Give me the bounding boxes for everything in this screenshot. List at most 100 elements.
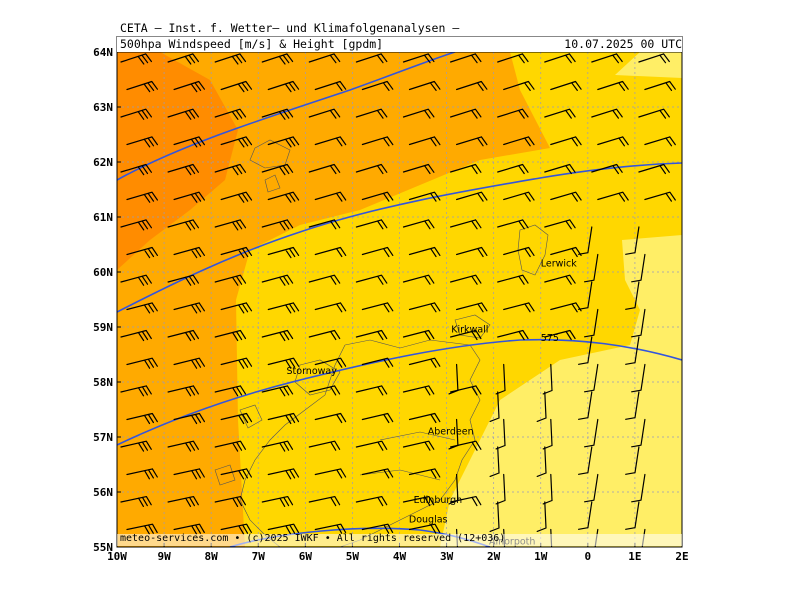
wind-barb: [173, 80, 205, 93]
city-label: Aberdeen: [428, 426, 474, 437]
wind-barb: [361, 302, 394, 313]
wind-barb: [355, 53, 388, 64]
wind-barb: [126, 468, 158, 480]
wind-barb: [584, 253, 599, 283]
wind-barb: [597, 80, 629, 91]
wind-barb: [584, 473, 599, 503]
lon-label: 3W: [440, 550, 454, 563]
wind-barb: [597, 191, 629, 202]
wind-barb: [314, 523, 347, 534]
wind-barb: [497, 219, 529, 230]
wind-barb: [308, 163, 341, 175]
wind-barb: [308, 108, 341, 119]
institute-title: CETA — Inst. f. Wetter— und Klimafolgena…: [120, 21, 460, 35]
wind-barb: [308, 219, 341, 230]
wind-barb: [450, 496, 482, 507]
wind-barbs: [120, 53, 676, 547]
wind-barb: [355, 496, 388, 507]
lon-label: 2E: [675, 550, 688, 563]
wind-barb: [261, 329, 294, 342]
city-label: Douglas: [409, 514, 448, 525]
wind-barb: [126, 357, 158, 369]
wind-barb: [120, 53, 152, 65]
wind-barb: [544, 163, 576, 175]
wind-barb: [214, 329, 247, 342]
wind-barb: [173, 136, 205, 148]
wind-barb: [625, 391, 640, 420]
wind-barb: [120, 219, 152, 231]
wind-barb: [497, 329, 529, 341]
wind-barb: [126, 523, 158, 535]
lat-lon-grid: [117, 52, 682, 547]
wind-barb: [267, 136, 300, 148]
wind-barb: [408, 412, 441, 424]
wind-barb: [450, 385, 482, 396]
wind-barb: [361, 191, 394, 202]
wind-barb: [631, 363, 646, 393]
wind-barb: [355, 385, 388, 396]
wind-barb: [355, 163, 388, 175]
wind-barb: [214, 440, 246, 452]
city-label: Lerwick: [541, 259, 578, 270]
wind-barb: [355, 329, 388, 341]
wind-barb: [638, 53, 670, 64]
wind-barb: [120, 329, 152, 342]
wind-barb: [167, 108, 199, 120]
wind-barb: [267, 412, 300, 425]
wind-barb: [536, 501, 547, 532]
wind-barb: [578, 336, 593, 365]
wind-barb: [402, 163, 435, 175]
lon-label: 1E: [628, 550, 641, 563]
wind-barb: [408, 246, 441, 258]
wind-barb: [314, 357, 347, 368]
wind-barb: [214, 274, 247, 286]
wind-barb: [578, 446, 593, 475]
wind-barb: [220, 136, 253, 148]
wind-barb: [214, 108, 247, 120]
wind-barb: [578, 391, 593, 420]
lon-label: 2W: [487, 550, 501, 563]
city-label: Stornoway: [287, 366, 338, 377]
wind-barb: [497, 274, 529, 285]
wind-barb: [544, 274, 576, 285]
wind-barb: [126, 246, 158, 259]
wind-barb: [314, 246, 347, 258]
wind-barb: [220, 80, 253, 93]
wind-barb: [120, 274, 152, 286]
wind-barb: [456, 136, 488, 147]
wind-barb: [314, 80, 347, 91]
wind-barb: [167, 496, 199, 507]
lon-label: 6W: [299, 550, 313, 563]
wind-barb: [173, 302, 205, 314]
wind-barb: [503, 191, 535, 202]
wind-barb: [261, 163, 294, 176]
wind-barb: [308, 440, 341, 451]
wind-barb: [173, 412, 205, 425]
wind-barb: [544, 219, 576, 230]
wind-barb: [591, 108, 623, 119]
wind-barb: [361, 246, 394, 258]
wind-barb: [550, 246, 582, 258]
wind-barb: [402, 53, 435, 64]
wind-barb: [167, 53, 199, 65]
wind-barb: [214, 163, 247, 176]
wind-barb: [314, 302, 347, 313]
wind-barb: [355, 219, 388, 230]
wind-barb: [120, 108, 152, 120]
wind-barb: [450, 329, 482, 341]
wind-barb: [220, 302, 253, 314]
wind-barb: [408, 136, 441, 147]
wind-barb: [544, 329, 576, 341]
valid-datetime: 10.07.2025 00 UTC: [564, 37, 682, 51]
lat-label: 55N: [93, 541, 113, 554]
wind-barb: [214, 53, 247, 65]
wind-barb: [267, 302, 300, 314]
wind-barb: [120, 496, 152, 507]
wind-barb: [220, 412, 253, 425]
wind-barb: [173, 468, 205, 480]
latitude-labels: 64N 63N 62N 61N 60N 59N 58N 57N 56N 55N: [93, 46, 121, 554]
wind-barb: [597, 136, 629, 147]
wind-barb: [631, 253, 646, 283]
wind-barb: [267, 468, 300, 480]
lat-label: 60N: [93, 266, 113, 279]
